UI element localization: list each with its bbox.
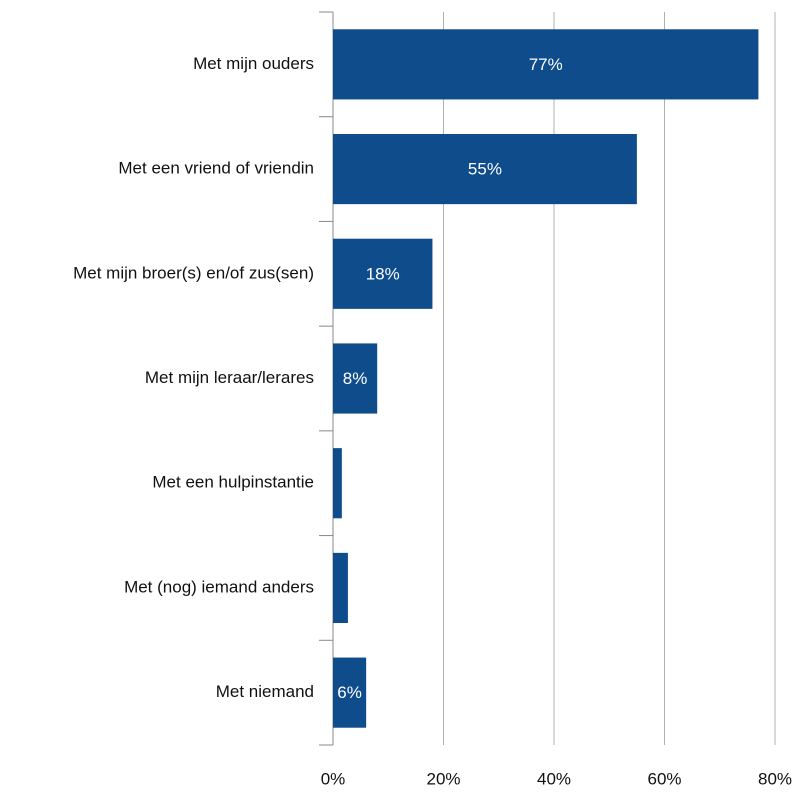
y-tick-label: Met mijn leraar/lerares: [145, 368, 314, 387]
y-tick-label: Met (nog) iemand anders: [124, 577, 314, 596]
bar: [333, 343, 378, 414]
x-tick-label: 40%: [537, 769, 571, 788]
bar: [333, 552, 348, 624]
y-tick-label: Met mijn ouders: [193, 54, 314, 73]
value-label: 55%: [468, 160, 502, 179]
bar: [333, 238, 433, 309]
y-tick-label: Met niemand: [216, 682, 314, 701]
x-tick-label: 60%: [647, 769, 681, 788]
x-tick-label: 20%: [426, 769, 460, 788]
y-tick-label: Met een vriend of vriendin: [118, 159, 314, 178]
bar: [333, 133, 637, 205]
value-label: 18%: [366, 264, 400, 283]
value-label: 77%: [529, 55, 563, 74]
value-label: 6%: [337, 683, 362, 702]
bar: [333, 29, 759, 100]
x-tick-label: 0%: [321, 769, 346, 788]
x-tick-label: 80%: [758, 769, 792, 788]
y-tick-label: Met een hulpinstantie: [152, 473, 314, 492]
y-tick-label: Met mijn broer(s) en/of zus(sen): [73, 263, 314, 282]
bar: [333, 657, 367, 728]
value-label: 8%: [343, 369, 368, 388]
bar: [333, 448, 342, 519]
